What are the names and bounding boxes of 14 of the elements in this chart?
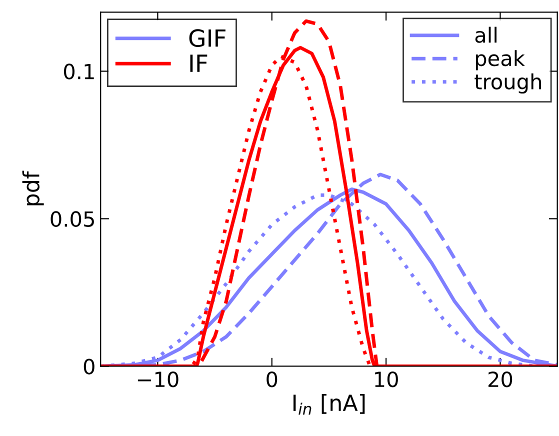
legend-label: IF: [190, 54, 208, 72]
x-tick-label: −10: [138, 371, 178, 388]
x-tick-label: 20: [488, 371, 512, 388]
x-axis-title: I$_{in}$ [nA]: [293, 394, 365, 415]
y-axis-title: pdf: [22, 170, 44, 206]
annotation: all: [475, 26, 496, 43]
legend-label: GIF: [189, 29, 226, 48]
y-tick-label: 0.1: [64, 64, 94, 80]
legend-label: peak: [476, 50, 525, 70]
x-tick-label: 0: [266, 371, 278, 388]
y-tick-label: 0.05: [50, 211, 94, 227]
y-tick-label: 0: [84, 358, 94, 374]
x-tick-label: 10: [375, 371, 398, 388]
legend-label: trough: [474, 73, 541, 94]
